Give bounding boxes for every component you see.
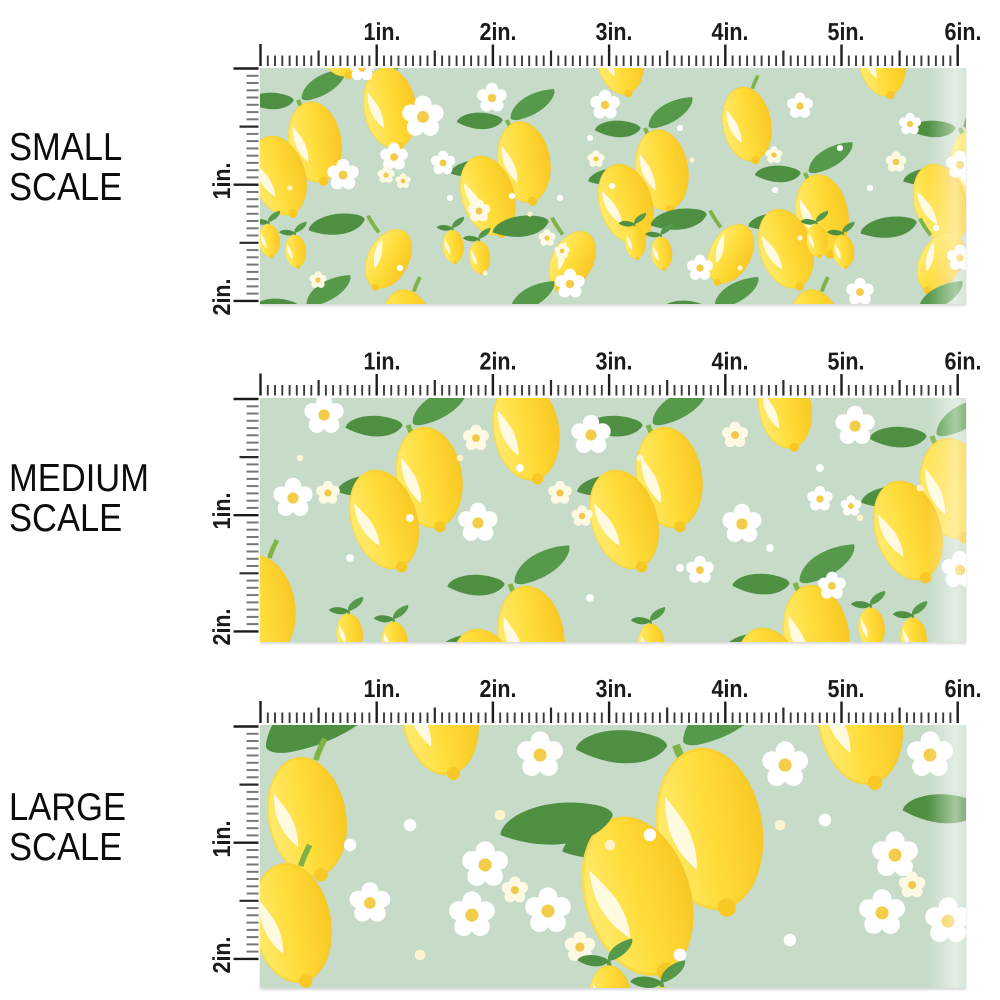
svg-text:1in.: 1in. bbox=[209, 821, 236, 858]
svg-text:4in.: 4in. bbox=[712, 349, 749, 376]
svg-text:5in.: 5in. bbox=[828, 349, 865, 376]
svg-text:6in.: 6in. bbox=[945, 19, 982, 46]
svg-text:6in.: 6in. bbox=[945, 349, 982, 376]
svg-text:4in.: 4in. bbox=[712, 676, 749, 703]
svg-text:1in.: 1in. bbox=[209, 493, 236, 530]
svg-text:2in.: 2in. bbox=[209, 937, 236, 974]
svg-text:1in.: 1in. bbox=[209, 163, 236, 200]
svg-text:6in.: 6in. bbox=[945, 676, 982, 703]
svg-text:2in.: 2in. bbox=[209, 609, 236, 646]
svg-text:3in.: 3in. bbox=[596, 349, 633, 376]
svg-text:2in.: 2in. bbox=[209, 279, 236, 316]
svg-text:5in.: 5in. bbox=[828, 19, 865, 46]
svg-text:2in.: 2in. bbox=[480, 19, 517, 46]
svg-text:2in.: 2in. bbox=[480, 676, 517, 703]
svg-text:1in.: 1in. bbox=[364, 676, 401, 703]
svg-text:2in.: 2in. bbox=[480, 349, 517, 376]
svg-text:5in.: 5in. bbox=[828, 676, 865, 703]
svg-text:1in.: 1in. bbox=[364, 349, 401, 376]
svg-text:3in.: 3in. bbox=[596, 676, 633, 703]
svg-text:1in.: 1in. bbox=[364, 19, 401, 46]
svg-text:4in.: 4in. bbox=[712, 19, 749, 46]
svg-text:3in.: 3in. bbox=[596, 19, 633, 46]
